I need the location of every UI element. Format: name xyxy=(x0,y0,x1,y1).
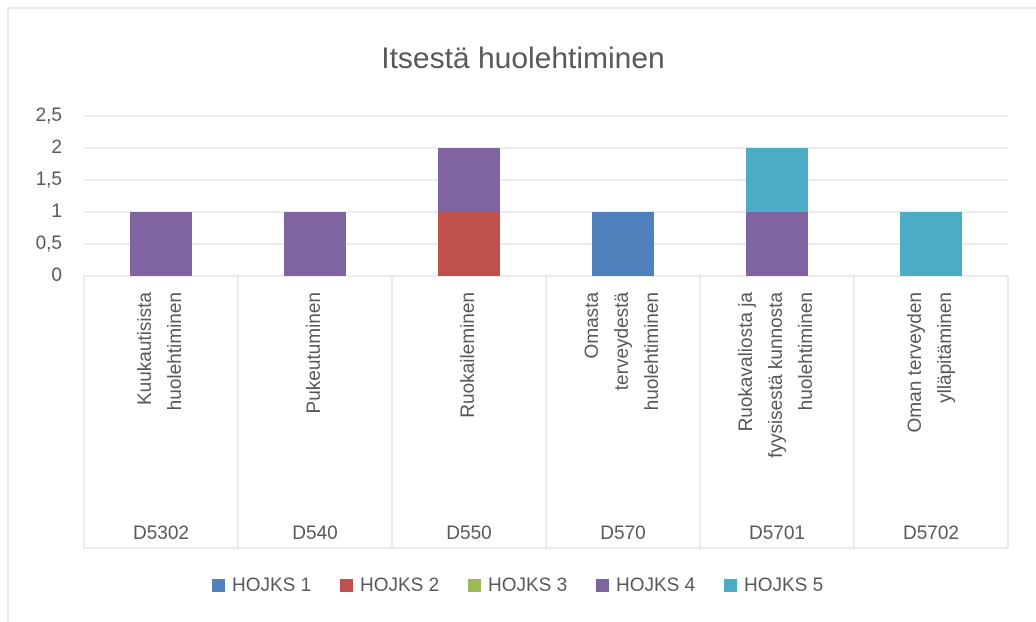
group-label: D570 xyxy=(600,523,645,544)
x-tick-label: huolehtiminen xyxy=(796,292,817,410)
x-tick-label: huolehtiminen xyxy=(165,292,186,410)
legend-swatch xyxy=(468,579,481,592)
y-tick-label: 0 xyxy=(51,265,62,286)
bar-segment xyxy=(592,212,654,276)
chart-title: Itsestä huolehtiminen xyxy=(381,42,665,75)
group-label: D5302 xyxy=(133,523,189,544)
x-tick-label: Oman terveyden xyxy=(905,292,926,432)
x-tick-label: ylläpitäminen xyxy=(935,292,956,403)
legend-swatch xyxy=(212,579,225,592)
legend-label: HOJKS 3 xyxy=(488,575,567,596)
chart-border xyxy=(7,7,1036,622)
group-label: D5701 xyxy=(749,523,805,544)
group-label: D540 xyxy=(292,523,337,544)
bar-segment xyxy=(284,212,346,276)
x-tick-label: Ruokavaliosta ja xyxy=(736,292,757,432)
bar-segment xyxy=(438,212,500,276)
legend-label: HOJKS 5 xyxy=(744,575,823,596)
y-tick-label: 2 xyxy=(51,137,62,158)
x-tick-label: huolehtiminen xyxy=(642,292,663,410)
x-tick-label: Ruokaileminen xyxy=(458,292,479,418)
bar-segment xyxy=(130,212,192,276)
group-label: D5702 xyxy=(903,523,959,544)
bar-segment xyxy=(746,148,808,212)
y-tick-label: 0,5 xyxy=(36,233,62,254)
x-tick-label: fyysisestä kunnosta xyxy=(766,292,787,458)
bar-segment xyxy=(438,148,500,212)
legend-swatch xyxy=(340,579,353,592)
bar-segment xyxy=(900,212,962,276)
x-tick-label: Pukeutuminen xyxy=(304,292,325,413)
y-tick-label: 1 xyxy=(51,201,62,222)
x-tick-label: Kuukautisista xyxy=(135,292,156,405)
y-tick-label: 1,5 xyxy=(36,169,62,190)
x-tick-label: terveydestä xyxy=(612,292,633,391)
legend-label: HOJKS 1 xyxy=(232,575,311,596)
group-label: D550 xyxy=(446,523,491,544)
y-tick-label: 2,5 xyxy=(36,105,62,126)
legend-swatch xyxy=(596,579,609,592)
x-tick-label: Omasta xyxy=(582,292,603,359)
legend-label: HOJKS 4 xyxy=(616,575,696,596)
bar-segment xyxy=(746,212,808,276)
legend-swatch xyxy=(724,579,737,592)
legend-label: HOJKS 2 xyxy=(360,575,439,596)
